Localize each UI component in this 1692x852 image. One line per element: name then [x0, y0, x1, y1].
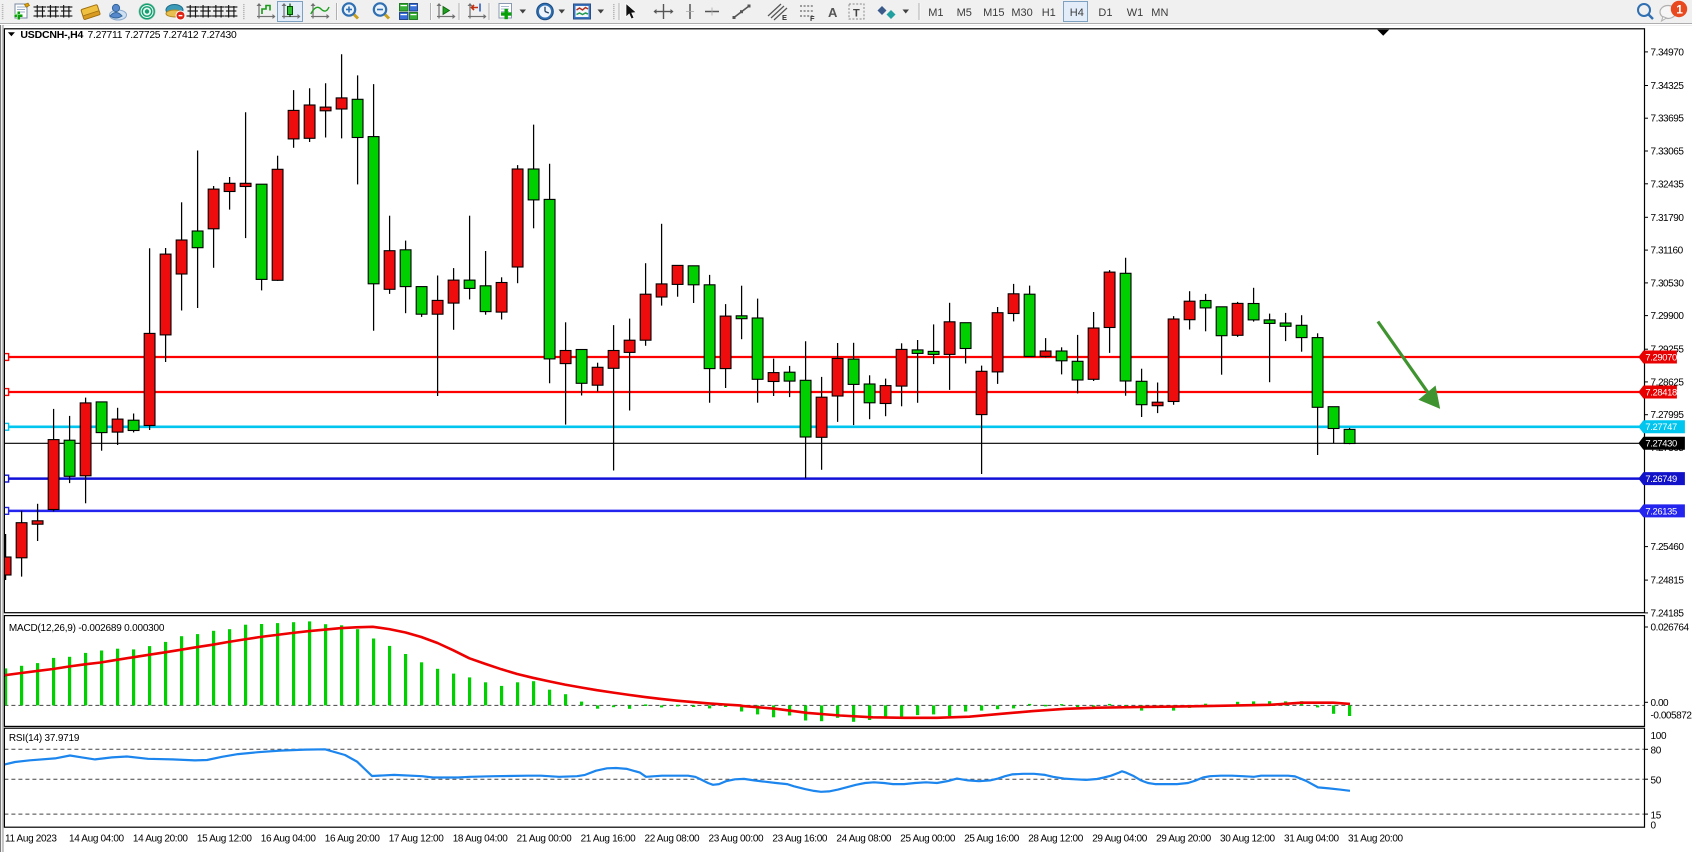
svg-text:14 Aug 04:00: 14 Aug 04:00 [69, 834, 125, 845]
svg-text:50: 50 [1651, 776, 1662, 787]
svg-text:7.28418: 7.28418 [1645, 386, 1677, 397]
svg-text:16 Aug 04:00: 16 Aug 04:00 [261, 834, 317, 845]
svg-text:W1: W1 [1127, 7, 1144, 19]
svg-text:23 Aug 00:00: 23 Aug 00:00 [709, 834, 765, 845]
svg-text:7.27711 7.27725 7.27412 7.2743: 7.27711 7.27725 7.27412 7.27430 [88, 30, 237, 41]
svg-text:MACD(12,26,9) -0.002689 0.0003: MACD(12,26,9) -0.002689 0.000300 [9, 623, 165, 634]
svg-text:7.34325: 7.34325 [1651, 81, 1685, 92]
svg-text:24 Aug 08:00: 24 Aug 08:00 [836, 834, 892, 845]
svg-text:29 Aug 04:00: 29 Aug 04:00 [1092, 834, 1148, 845]
svg-text:M30: M30 [1011, 7, 1032, 19]
svg-text:7.27747: 7.27747 [1645, 421, 1677, 432]
svg-text:15: 15 [1651, 811, 1662, 822]
svg-text:MN: MN [1151, 7, 1168, 19]
svg-text:-0.005872: -0.005872 [1651, 710, 1692, 721]
svg-text:M1: M1 [928, 7, 943, 19]
svg-text:D1: D1 [1098, 7, 1112, 19]
svg-text:21 Aug 00:00: 21 Aug 00:00 [517, 834, 573, 845]
svg-text:M15: M15 [983, 7, 1004, 19]
svg-text:F: F [810, 14, 815, 23]
svg-text:23 Aug 16:00: 23 Aug 16:00 [772, 834, 828, 845]
svg-text:7.29900: 7.29900 [1651, 311, 1685, 322]
svg-text:7.29070: 7.29070 [1645, 351, 1677, 362]
svg-text:7.25460: 7.25460 [1651, 542, 1685, 553]
svg-text:7.31790: 7.31790 [1651, 213, 1685, 224]
svg-text:USDCNH-,H4: USDCNH-,H4 [20, 29, 83, 41]
svg-text:7.28625: 7.28625 [1651, 377, 1685, 388]
svg-text:7.27995: 7.27995 [1651, 410, 1685, 421]
svg-text:1: 1 [1676, 2, 1683, 16]
svg-text:7.24815: 7.24815 [1651, 576, 1685, 587]
svg-text:11 Aug 2023: 11 Aug 2023 [5, 834, 57, 845]
svg-text:7.34970: 7.34970 [1651, 47, 1685, 58]
svg-text:H1: H1 [1042, 7, 1056, 19]
svg-text:0.00: 0.00 [1651, 698, 1670, 709]
svg-text:7.31160: 7.31160 [1651, 246, 1684, 257]
svg-text:RSI(14) 37.9719: RSI(14) 37.9719 [9, 733, 80, 744]
svg-text:T: T [853, 8, 860, 20]
svg-text:22 Aug 08:00: 22 Aug 08:00 [645, 834, 701, 845]
svg-text:7.24185: 7.24185 [1651, 608, 1685, 619]
svg-text:E: E [782, 13, 787, 22]
svg-text:0.026764: 0.026764 [1651, 623, 1690, 634]
svg-text:100: 100 [1651, 731, 1668, 742]
svg-text:M5: M5 [957, 7, 972, 19]
svg-text:25 Aug 00:00: 25 Aug 00:00 [900, 834, 956, 845]
svg-text:31 Aug 04:00: 31 Aug 04:00 [1284, 834, 1340, 845]
svg-text:7.29255: 7.29255 [1651, 345, 1685, 356]
svg-text:7.30530: 7.30530 [1651, 278, 1685, 289]
svg-text:7.26135: 7.26135 [1645, 505, 1677, 516]
svg-text:14 Aug 20:00: 14 Aug 20:00 [133, 834, 189, 845]
svg-text:7.32435: 7.32435 [1651, 179, 1685, 190]
svg-text:15 Aug 12:00: 15 Aug 12:00 [197, 834, 253, 845]
svg-text:7.26749: 7.26749 [1645, 473, 1677, 484]
svg-text:17 Aug 12:00: 17 Aug 12:00 [389, 834, 445, 845]
svg-text:0: 0 [1651, 821, 1657, 832]
svg-text:25 Aug 16:00: 25 Aug 16:00 [964, 834, 1020, 845]
svg-text:80: 80 [1651, 746, 1662, 757]
svg-text:16 Aug 20:00: 16 Aug 20:00 [325, 834, 381, 845]
svg-text:18 Aug 04:00: 18 Aug 04:00 [453, 834, 509, 845]
svg-text:7.33065: 7.33065 [1651, 147, 1685, 158]
svg-text:28 Aug 12:00: 28 Aug 12:00 [1028, 834, 1084, 845]
svg-text:A: A [828, 5, 838, 20]
svg-text:21 Aug 16:00: 21 Aug 16:00 [581, 834, 637, 845]
svg-text:30 Aug 12:00: 30 Aug 12:00 [1220, 834, 1276, 845]
svg-text:7.27430: 7.27430 [1645, 438, 1677, 449]
svg-text:31 Aug 20:00: 31 Aug 20:00 [1348, 834, 1404, 845]
svg-text:29 Aug 20:00: 29 Aug 20:00 [1156, 834, 1212, 845]
svg-text:7.33695: 7.33695 [1651, 114, 1685, 125]
svg-text:H4: H4 [1070, 7, 1084, 19]
